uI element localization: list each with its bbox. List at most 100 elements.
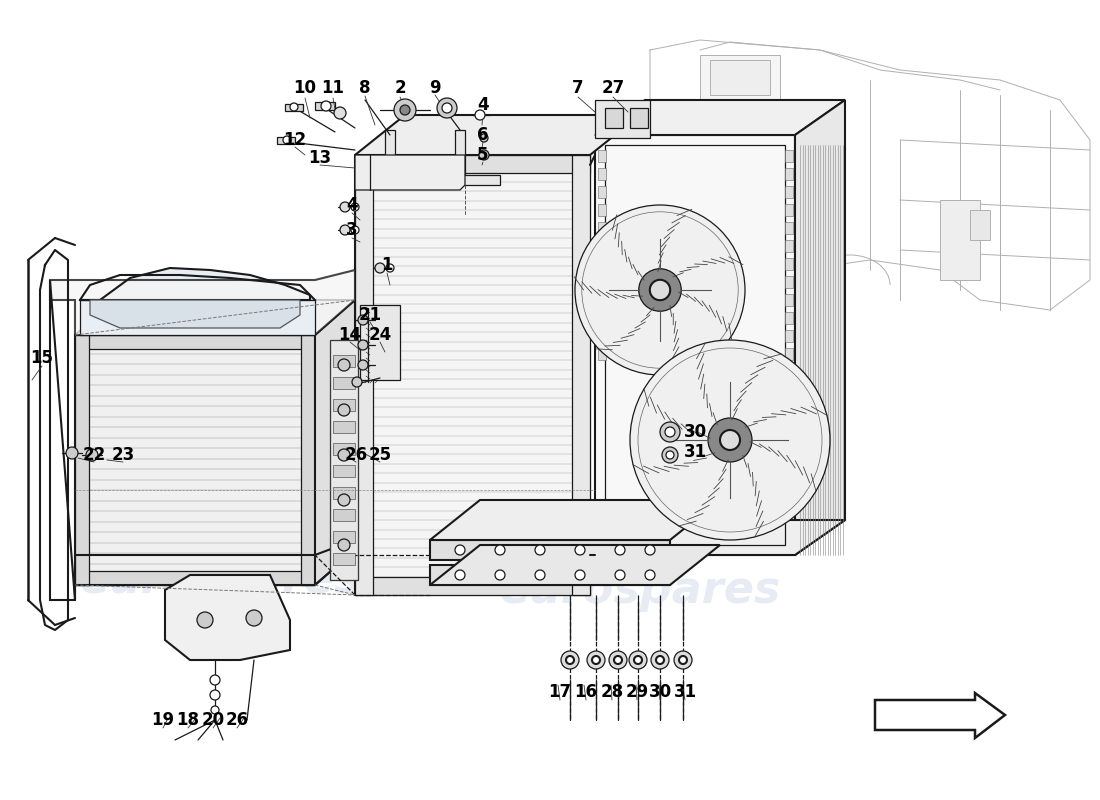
Circle shape — [375, 263, 385, 273]
Polygon shape — [795, 100, 845, 555]
Circle shape — [66, 447, 78, 459]
Text: 26: 26 — [344, 446, 367, 464]
Text: eurospares: eurospares — [89, 289, 371, 331]
Bar — [598, 168, 606, 180]
Polygon shape — [90, 300, 300, 328]
Bar — [785, 330, 793, 342]
Bar — [333, 531, 355, 543]
Text: 15: 15 — [31, 349, 54, 367]
Text: 30: 30 — [648, 683, 672, 701]
Circle shape — [334, 107, 346, 119]
Text: 31: 31 — [673, 683, 696, 701]
Bar — [333, 487, 355, 499]
Circle shape — [679, 656, 688, 664]
Circle shape — [634, 656, 642, 664]
Polygon shape — [355, 155, 465, 190]
Text: 27: 27 — [602, 79, 625, 97]
Bar — [785, 204, 793, 216]
Bar — [598, 348, 606, 360]
Bar — [785, 240, 793, 252]
Circle shape — [615, 570, 625, 580]
Bar — [970, 210, 990, 240]
Circle shape — [566, 656, 574, 664]
Circle shape — [358, 340, 368, 350]
Bar — [333, 421, 355, 433]
Text: 17: 17 — [549, 683, 572, 701]
Bar — [333, 465, 355, 477]
Circle shape — [708, 418, 752, 462]
Circle shape — [639, 269, 681, 311]
Circle shape — [321, 101, 331, 111]
Bar — [330, 340, 358, 580]
Text: 3: 3 — [346, 221, 358, 239]
Text: 6: 6 — [477, 126, 488, 144]
Text: 24: 24 — [368, 326, 392, 344]
Text: 21: 21 — [359, 306, 382, 324]
Circle shape — [645, 545, 654, 555]
Polygon shape — [430, 500, 720, 540]
Bar — [598, 186, 606, 198]
Circle shape — [575, 570, 585, 580]
Circle shape — [283, 136, 292, 144]
Text: 14: 14 — [339, 326, 362, 344]
Circle shape — [340, 225, 350, 235]
Bar — [940, 200, 980, 280]
Text: 5: 5 — [477, 146, 488, 164]
Bar — [598, 258, 606, 270]
Bar — [301, 335, 315, 585]
Circle shape — [674, 651, 692, 669]
Bar — [572, 155, 590, 595]
Text: 4: 4 — [477, 96, 488, 114]
Circle shape — [437, 98, 456, 118]
Circle shape — [358, 360, 368, 370]
Circle shape — [480, 134, 488, 142]
Circle shape — [645, 570, 654, 580]
Circle shape — [338, 539, 350, 551]
Polygon shape — [80, 268, 310, 300]
Circle shape — [656, 656, 664, 664]
Circle shape — [660, 422, 680, 442]
Polygon shape — [355, 115, 640, 155]
Bar — [598, 222, 606, 234]
Circle shape — [575, 205, 745, 375]
Bar — [430, 565, 670, 585]
Polygon shape — [650, 130, 820, 290]
Polygon shape — [75, 300, 355, 335]
Bar — [598, 312, 606, 324]
Circle shape — [386, 264, 394, 272]
Bar — [598, 240, 606, 252]
Text: 25: 25 — [368, 446, 392, 464]
Text: 18: 18 — [176, 711, 199, 729]
Bar — [605, 145, 785, 545]
Circle shape — [614, 656, 622, 664]
Bar — [785, 258, 793, 270]
Bar — [598, 276, 606, 288]
Circle shape — [609, 651, 627, 669]
Circle shape — [535, 570, 544, 580]
Text: 8: 8 — [360, 79, 371, 97]
Circle shape — [629, 651, 647, 669]
Bar — [355, 155, 373, 595]
Text: 23: 23 — [111, 446, 134, 464]
Bar — [333, 509, 355, 521]
Bar — [355, 155, 590, 173]
Polygon shape — [50, 270, 355, 335]
Circle shape — [455, 570, 465, 580]
Circle shape — [630, 340, 830, 540]
Text: 29: 29 — [626, 683, 649, 701]
Bar — [605, 108, 623, 128]
Circle shape — [210, 675, 220, 685]
Bar — [598, 150, 606, 162]
Circle shape — [592, 656, 600, 664]
Polygon shape — [165, 575, 290, 660]
Circle shape — [455, 545, 465, 555]
Circle shape — [338, 449, 350, 461]
Circle shape — [495, 570, 505, 580]
Circle shape — [358, 315, 368, 325]
Circle shape — [338, 359, 350, 371]
Bar — [700, 55, 780, 105]
Polygon shape — [595, 520, 845, 555]
Circle shape — [535, 545, 544, 555]
Circle shape — [575, 545, 585, 555]
Circle shape — [561, 651, 579, 669]
